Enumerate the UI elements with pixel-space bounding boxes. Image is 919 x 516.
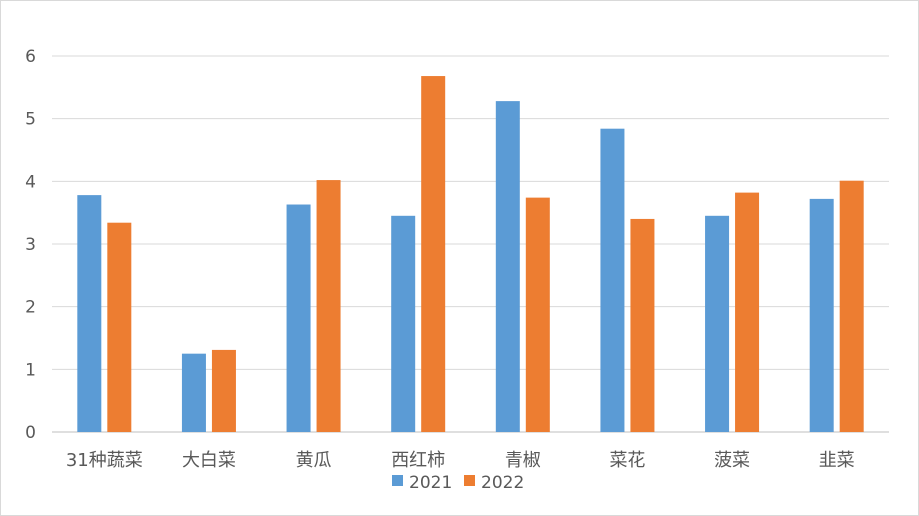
y-tick-label: 0 — [25, 423, 36, 443]
legend-label: 2022 — [481, 473, 524, 493]
legend-label: 2021 — [409, 473, 452, 493]
bar-2021-7 — [809, 198, 834, 432]
category-label: 西红柿 — [391, 450, 445, 471]
category-label: 31种蔬菜 — [66, 450, 143, 471]
category-label: 大白菜 — [182, 450, 236, 471]
bars — [77, 76, 864, 433]
category-label: 菜花 — [609, 450, 645, 471]
legend-swatch-2021 — [392, 475, 403, 486]
bar-2022-1 — [211, 349, 236, 432]
y-tick-label: 4 — [25, 172, 36, 192]
category-label: 青椒 — [505, 450, 541, 471]
bar-2022-7 — [839, 180, 864, 432]
bar-2021-5 — [600, 128, 625, 432]
bar-2022-4 — [525, 197, 550, 432]
legend: 2021 2022 — [392, 473, 524, 493]
bar-2021-1 — [181, 353, 206, 432]
bar-2021-6 — [705, 215, 730, 432]
bar-2022-2 — [316, 180, 341, 432]
bar-2021-4 — [495, 101, 520, 433]
bar-2022-3 — [421, 76, 446, 432]
category-label: 菠菜 — [714, 450, 750, 471]
y-axis-ticks: 0 1 2 3 4 5 6 — [25, 47, 36, 443]
bar-2022-0 — [107, 222, 132, 432]
legend-swatch-2022 — [464, 475, 475, 486]
y-tick-label: 2 — [25, 298, 36, 318]
y-tick-label: 5 — [25, 110, 36, 130]
bar-2021-2 — [286, 204, 311, 432]
y-tick-label: 3 — [25, 235, 36, 255]
gridlines — [52, 55, 889, 433]
category-label: 韭菜 — [819, 450, 855, 471]
x-axis-labels: 31种蔬菜 大白菜 黄瓜 西红柿 青椒 菜花 菠菜 韭菜 — [66, 450, 855, 471]
bar-2022-5 — [630, 218, 655, 432]
y-tick-label: 1 — [25, 360, 36, 380]
bar-2021-0 — [77, 195, 102, 432]
bar-2021-3 — [391, 215, 416, 432]
bar-2022-6 — [735, 192, 760, 432]
category-label: 黄瓜 — [296, 450, 332, 471]
y-tick-label: 6 — [25, 47, 36, 67]
